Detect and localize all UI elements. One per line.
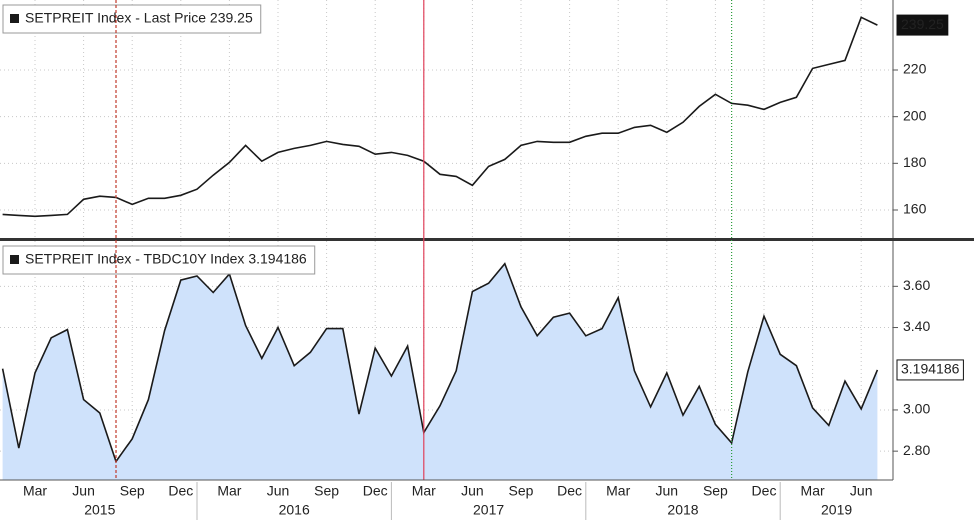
year-label: 2018 [667,502,698,518]
x-tick-label: Sep [314,483,339,499]
area-fill [2,263,878,480]
year-label: 2019 [821,502,852,518]
x-tick-label: Mar [412,483,436,499]
x-tick-label: Mar [801,483,825,499]
y-tick-label: 220 [903,61,927,77]
x-tick-label: Sep [120,483,145,499]
y-tick-label: 180 [903,154,927,170]
year-label: 2017 [473,502,504,518]
x-tick-label: Dec [363,483,388,499]
y-tick-label: 3.60 [903,277,930,293]
line [1,262,879,464]
x-tick-label: Jun [656,483,679,499]
x-tick-label: Jun [850,483,873,499]
line [2,16,878,218]
x-tick-label: Dec [557,483,582,499]
last-value-box [896,359,964,381]
legend-label: SETPREIT Index - Last Price 239.25 [25,10,253,26]
x-tick-label: Jun [461,483,484,499]
legend: SETPREIT Index - Last Price 239.25 [2,4,262,34]
x-tick-label: Dec [752,483,777,499]
year-label: 2015 [84,502,115,518]
legend: SETPREIT Index - TBDC10Y Index 3.194186 [2,245,316,275]
legend-label: SETPREIT Index - TBDC10Y Index 3.194186 [25,251,307,267]
legend-box [2,245,316,275]
x-tick-label: Sep [703,483,728,499]
x-tick-label: Sep [509,483,534,499]
y-tick-label: 160 [903,201,927,217]
x-tick-label: Mar [23,483,47,499]
last-value-label: 239.25 [901,16,944,32]
legend-swatch [10,14,19,23]
x-tick-label: Jun [72,483,95,499]
x-tick-label: Mar [606,483,630,499]
x-tick-label: Dec [168,483,193,499]
y-tick-label: 3.00 [903,401,930,417]
y-tick-label: 3.40 [903,318,930,334]
y-tick-label: 2.80 [903,442,930,458]
legend-swatch [10,255,19,264]
y-tick-label: 200 [903,107,927,123]
x-tick-label: Jun [267,483,290,499]
last-value-label: 3.194186 [901,361,960,377]
last-value-box [896,14,949,36]
x-tick-label: Mar [217,483,241,499]
year-label: 2016 [279,502,310,518]
legend-box [2,4,262,34]
